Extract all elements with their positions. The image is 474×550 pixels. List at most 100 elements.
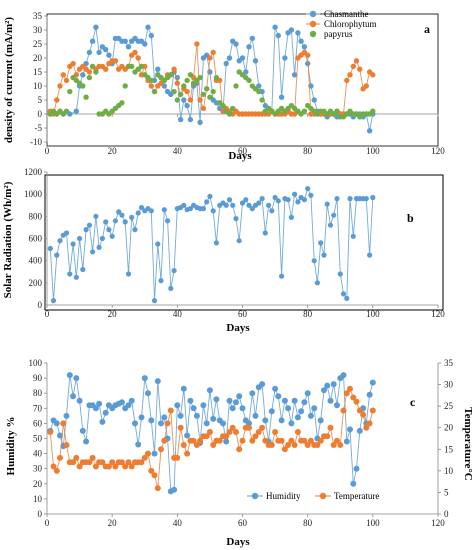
data-point-series-0 <box>138 204 145 211</box>
data-point-temperature <box>161 437 168 444</box>
legend-chlorophytum-label: Chlorophytum <box>324 19 377 29</box>
data-point-series-0 <box>119 212 125 218</box>
data-point-humidity <box>193 412 200 419</box>
data-point-humidity <box>102 409 109 416</box>
data-point-chasmanthe <box>103 46 109 53</box>
data-point-humidity <box>138 414 145 421</box>
data-point-chlorophytum <box>200 105 207 112</box>
data-point-series-0 <box>200 206 206 212</box>
data-point-series-0 <box>125 271 132 277</box>
data-point-temperature <box>57 454 63 461</box>
data-point-humidity <box>53 420 60 427</box>
data-point-temperature <box>236 446 243 453</box>
data-point-chasmanthe <box>305 60 311 67</box>
data-point-chlorophytum <box>347 72 353 78</box>
data-point-temperature <box>158 446 164 453</box>
data-point-chasmanthe <box>181 97 187 103</box>
data-point-series-0 <box>165 218 171 224</box>
data-point-papyrus <box>301 108 308 114</box>
data-point-humidity <box>301 399 308 406</box>
y-tick-label: 200 <box>29 278 43 288</box>
data-point-humidity <box>334 402 340 409</box>
data-point-chlorophytum <box>70 60 76 67</box>
x-tick-label: 60 <box>238 518 248 528</box>
x-tick-label: 40 <box>173 518 183 528</box>
data-point-humidity <box>145 390 151 397</box>
legend-chasmanthe-label: Chasmanthe <box>324 9 369 19</box>
data-point-series-0 <box>243 197 249 203</box>
data-point-chasmanthe <box>106 52 112 58</box>
legend-chlorophytum-marker <box>309 20 317 28</box>
data-point-chasmanthe <box>187 116 194 123</box>
data-point-papyrus <box>83 94 89 100</box>
data-point-humidity <box>190 405 197 412</box>
data-point-temperature <box>105 463 112 470</box>
data-point-series-0 <box>285 197 291 203</box>
data-point-humidity <box>327 397 334 404</box>
data-point-series-0 <box>344 295 350 301</box>
data-point-temperature <box>177 424 184 431</box>
data-point-temperature <box>203 433 210 440</box>
y2-tick-label: 20 <box>444 423 454 433</box>
data-point-temperature <box>164 420 171 427</box>
data-point-temperature <box>356 407 363 414</box>
data-point-chlorophytum <box>148 83 154 89</box>
data-point-temperature <box>268 442 275 448</box>
data-point-papyrus <box>226 111 233 117</box>
data-point-papyrus <box>177 91 184 98</box>
data-point-series-0 <box>57 238 63 244</box>
data-point-chasmanthe <box>282 55 288 61</box>
data-point-series-0 <box>129 214 135 220</box>
data-point-chasmanthe <box>301 44 308 50</box>
data-point-temperature <box>112 463 119 470</box>
data-point-chlorophytum <box>363 83 369 89</box>
data-point-papyrus <box>207 94 213 100</box>
data-point-temperature <box>92 463 99 470</box>
data-point-humidity <box>83 438 90 445</box>
data-point-series-0 <box>275 198 281 204</box>
data-point-humidity <box>92 405 99 412</box>
data-point-series-0 <box>50 298 57 304</box>
data-point-humidity <box>291 397 298 404</box>
y-tick-label: 0 <box>38 300 43 310</box>
y-tick-label: 30 <box>33 25 43 35</box>
data-point-papyrus <box>200 91 207 98</box>
data-point-papyrus <box>259 97 265 103</box>
data-point-temperature <box>272 429 279 435</box>
data-point-chasmanthe <box>239 55 246 61</box>
y-tick-label: 10 <box>33 494 43 504</box>
data-point-humidity <box>226 397 233 404</box>
data-point-temperature <box>281 446 288 453</box>
data-point-chasmanthe <box>295 30 301 36</box>
data-point-temperature <box>151 472 158 479</box>
legend-chasmanthe-marker <box>309 10 317 18</box>
data-point-chasmanthe <box>275 32 281 39</box>
data-point-papyrus <box>256 88 262 95</box>
data-point-series-0 <box>334 196 340 202</box>
data-point-series-0 <box>279 273 285 279</box>
data-point-series-0 <box>148 208 154 214</box>
data-point-temperature <box>138 459 145 466</box>
data-point-chasmanthe <box>223 60 229 67</box>
data-point-series-0 <box>158 278 164 284</box>
data-point-temperature <box>353 398 360 405</box>
data-point-temperature <box>246 424 252 431</box>
data-point-series-0 <box>204 199 210 205</box>
panel-c: 0 10 20 30 40 50 60 70 80 90 100 0 5 10 15 20 25 30 35 0 20 4… <box>5 358 474 548</box>
data-point-humidity <box>132 420 138 427</box>
data-point-series-0 <box>168 285 174 291</box>
data-point-humidity <box>203 420 210 427</box>
data-point-temperature <box>314 442 321 448</box>
y-tick-label: 80 <box>33 388 43 398</box>
data-point-humidity <box>246 420 252 427</box>
data-point-humidity <box>249 390 256 397</box>
data-point-papyrus <box>334 108 340 114</box>
data-point-temperature <box>249 437 256 444</box>
data-point-series-0 <box>109 233 115 239</box>
data-point-series-0 <box>340 291 347 297</box>
data-point-temperature <box>340 407 347 414</box>
data-point-papyrus <box>220 102 226 109</box>
x-tick-label: 120 <box>431 146 445 156</box>
data-point-humidity <box>343 438 350 445</box>
y-tick-label: 1000 <box>24 189 43 199</box>
